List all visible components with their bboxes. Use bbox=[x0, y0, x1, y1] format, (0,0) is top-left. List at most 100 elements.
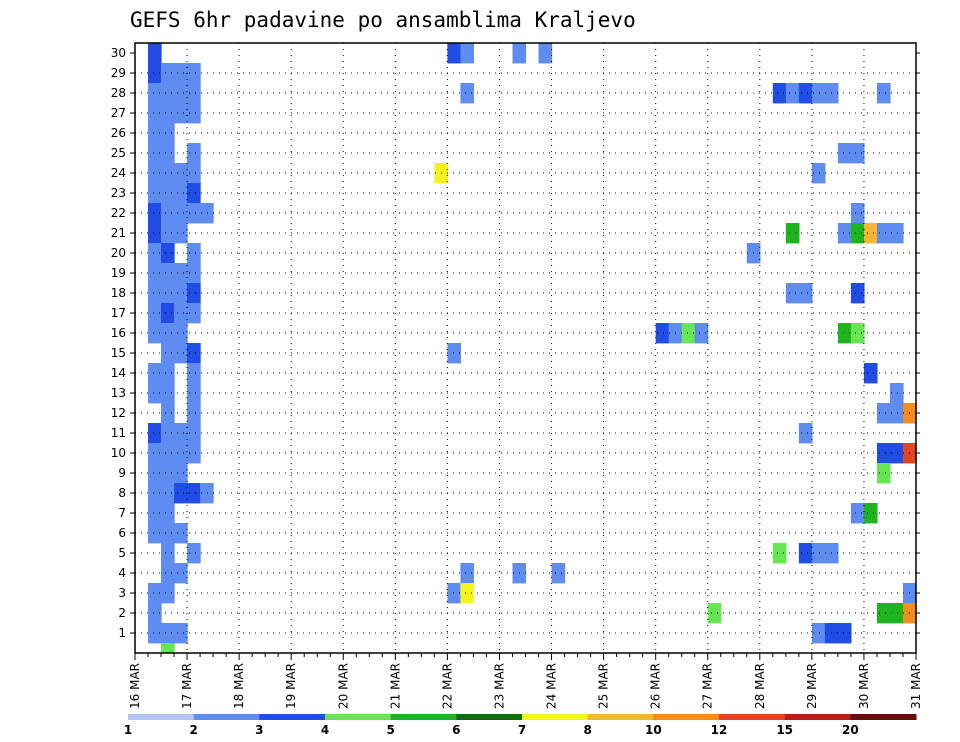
precip-cell bbox=[811, 623, 826, 644]
colorbar-swatch bbox=[456, 714, 523, 720]
x-tick-label: 25 MAR bbox=[597, 663, 611, 709]
precip-cell bbox=[187, 383, 201, 404]
x-tick-label: 19 MAR bbox=[284, 663, 298, 709]
precip-cell bbox=[187, 143, 201, 164]
precip-cell bbox=[148, 523, 162, 544]
x-tick-label: 17 MAR bbox=[180, 663, 194, 709]
precip-cell bbox=[148, 163, 162, 184]
y-tick-label: 13 bbox=[111, 386, 126, 400]
precip-cell bbox=[148, 43, 162, 64]
precip-cell bbox=[161, 423, 175, 444]
precip-cell bbox=[148, 263, 162, 284]
precip-cell bbox=[161, 63, 175, 84]
precip-cell bbox=[148, 63, 162, 84]
precip-cell bbox=[187, 403, 201, 424]
precip-cell bbox=[174, 103, 188, 124]
colorbar-label: 3 bbox=[255, 723, 263, 737]
precip-cell bbox=[161, 483, 175, 504]
y-tick-label: 3 bbox=[118, 586, 126, 600]
y-tick-label: 27 bbox=[111, 106, 126, 120]
precip-cell bbox=[174, 423, 188, 444]
precip-cell bbox=[187, 343, 201, 364]
precip-cell bbox=[161, 103, 175, 124]
precip-cell bbox=[811, 83, 826, 104]
precip-cell bbox=[174, 83, 188, 104]
precip-cell bbox=[161, 343, 175, 364]
y-tick-label: 28 bbox=[111, 86, 126, 100]
precip-cell bbox=[889, 603, 904, 624]
precip-cell bbox=[447, 343, 462, 364]
colorbar-legend: 1 2 3 4 5 6 7 8 10 12 15 20 bbox=[124, 714, 917, 737]
precip-cell bbox=[161, 503, 175, 524]
precip-cell bbox=[148, 483, 162, 504]
precip-cell bbox=[148, 383, 162, 404]
precip-cell bbox=[876, 443, 891, 464]
precip-cell bbox=[174, 323, 188, 344]
precip-cell bbox=[148, 363, 162, 384]
x-tick-label: 16 MAR bbox=[128, 663, 142, 709]
y-tick-label: 22 bbox=[111, 206, 126, 220]
precip-cell bbox=[161, 143, 175, 164]
y-tick-label: 26 bbox=[111, 126, 126, 140]
precip-cell bbox=[161, 403, 175, 424]
y-tick-label: 25 bbox=[111, 146, 126, 160]
precip-cell bbox=[772, 543, 787, 564]
x-tick-label: 30 MAR bbox=[857, 663, 871, 709]
precip-cell bbox=[798, 283, 813, 304]
plot-frame bbox=[134, 42, 917, 654]
precip-cell bbox=[161, 183, 175, 204]
precip-cell bbox=[707, 603, 722, 624]
y-tick-label: 17 bbox=[111, 306, 126, 320]
precip-cell bbox=[187, 163, 201, 184]
grid-layer bbox=[135, 43, 916, 653]
precip-cell bbox=[850, 503, 865, 524]
precip-cell bbox=[850, 203, 865, 224]
precip-cell bbox=[187, 543, 201, 564]
y-tick-label: 18 bbox=[111, 286, 126, 300]
y-tick-label: 30 bbox=[111, 46, 126, 60]
precip-cell bbox=[798, 543, 813, 564]
precip-cell bbox=[876, 603, 891, 624]
precip-cell bbox=[174, 183, 188, 204]
precip-cell bbox=[785, 283, 800, 304]
y-tick-label: 10 bbox=[111, 446, 126, 460]
precip-cell bbox=[148, 623, 162, 644]
precip-cell bbox=[850, 143, 865, 164]
precip-cell bbox=[889, 443, 904, 464]
x-tick-label: 28 MAR bbox=[753, 663, 767, 709]
precip-cell bbox=[174, 223, 188, 244]
precip-cell bbox=[174, 263, 188, 284]
x-axis: 16 MAR 17 MAR 18 MAR 19 MAR 20 MAR 21 MAR 22 M… bbox=[128, 653, 923, 709]
colorbar-swatch bbox=[850, 714, 917, 720]
x-tick-label: 20 MAR bbox=[336, 663, 350, 709]
x-tick-label: 27 MAR bbox=[701, 663, 715, 709]
precip-cell bbox=[798, 423, 813, 444]
precip-cell bbox=[837, 223, 852, 244]
precip-cell bbox=[187, 263, 201, 284]
x-tick-label: 18 MAR bbox=[232, 663, 246, 709]
precip-cell bbox=[148, 103, 162, 124]
y-tick-label: 15 bbox=[111, 346, 126, 360]
precip-cell bbox=[187, 303, 201, 324]
precip-cell bbox=[174, 463, 188, 484]
precip-cell bbox=[200, 203, 214, 224]
precip-cell bbox=[551, 563, 566, 584]
colorbar-swatch bbox=[193, 714, 260, 720]
precip-cell bbox=[148, 503, 162, 524]
precip-cell bbox=[148, 283, 162, 304]
precip-cell bbox=[850, 323, 865, 344]
colorbar-label: 20 bbox=[842, 723, 859, 737]
colorbar-swatch bbox=[390, 714, 457, 720]
precip-cell bbox=[798, 83, 813, 104]
y-tick-label: 21 bbox=[111, 226, 126, 240]
colorbar-label: 10 bbox=[645, 723, 662, 737]
precip-cell bbox=[148, 443, 162, 464]
precip-cell bbox=[876, 463, 891, 484]
x-tick-label: 23 MAR bbox=[492, 663, 506, 709]
precip-cell bbox=[772, 83, 787, 104]
colorbar-label: 6 bbox=[452, 723, 460, 737]
precip-cell bbox=[174, 483, 188, 504]
precip-cell bbox=[174, 563, 188, 584]
precip-cell bbox=[187, 423, 201, 444]
